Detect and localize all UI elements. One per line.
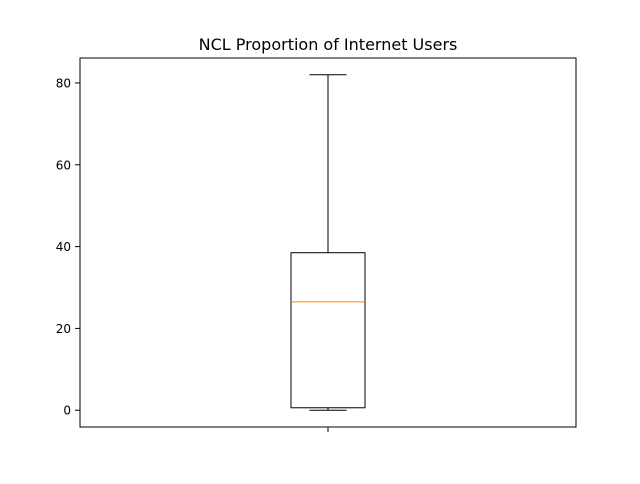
y-tick-label: 40 [56,240,71,254]
interquartile-box [290,252,366,409]
plot-frame [79,57,577,428]
plot-content [290,74,366,411]
y-axis: 0 20 40 60 80 [56,76,80,418]
y-tick-label: 20 [56,322,71,336]
y-tick-label: 0 [63,404,71,418]
y-tick-label: 60 [56,158,71,172]
chart-title: NCL Proportion of Internet Users [199,35,458,54]
y-tick-label: 80 [56,76,71,90]
